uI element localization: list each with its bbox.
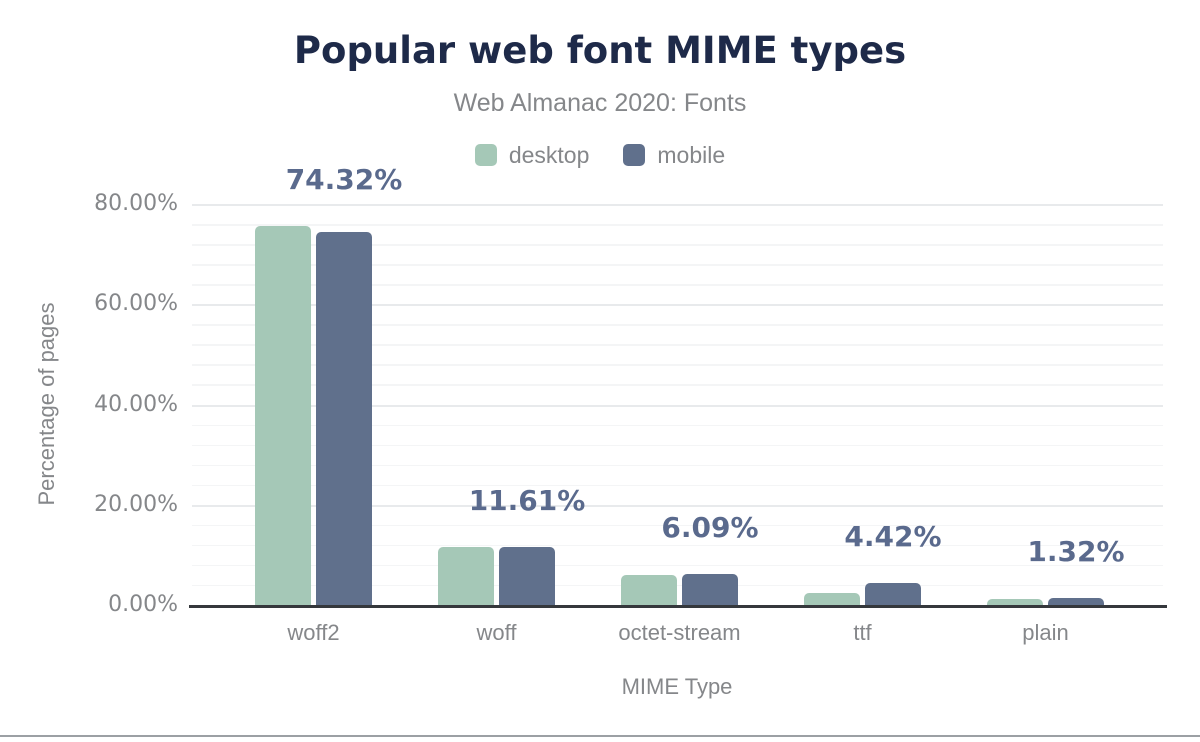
bar-desktop-octet-stream: [621, 575, 677, 605]
bar-mobile-plain: [1048, 598, 1104, 605]
gridline: [192, 504, 1163, 507]
bottom-divider: [0, 735, 1200, 737]
gridline: [192, 424, 1163, 427]
gridline: [192, 284, 1163, 286]
gridline: [192, 564, 1163, 567]
gridline: [192, 544, 1163, 547]
gridline: [192, 324, 1163, 326]
bar-mobile-ttf: [865, 582, 921, 605]
bar-desktop-woff: [438, 547, 494, 605]
gridline: [192, 404, 1163, 407]
legend-swatch-mobile-icon: [623, 144, 646, 166]
gridline: [192, 484, 1163, 487]
gridline: [192, 464, 1163, 467]
y-tick-label: 60.00%: [94, 291, 178, 317]
x-tick-label-octet-stream: octet-stream: [618, 620, 741, 645]
y-tick-label: 0.00%: [108, 592, 178, 617]
bar-mobile-octet-stream: [682, 574, 738, 605]
value-label-woff: 11.61%: [468, 483, 586, 517]
y-tick-label: 20.00%: [94, 491, 178, 517]
value-label-plain: 1.32%: [1027, 535, 1125, 569]
bar-mobile-woff2: [316, 232, 372, 605]
value-label-octet-stream: 6.09%: [661, 511, 759, 545]
chart-title: Popular web font MIME types: [293, 29, 907, 72]
x-tick-label-plain: plain: [1022, 620, 1069, 645]
y-tick-label: 80.00%: [94, 191, 178, 216]
gridline: [192, 524, 1163, 527]
chart-subtitle: Web Almanac 2020: Fonts: [453, 89, 747, 117]
gridline: [192, 444, 1163, 447]
y-tick-label: 40.00%: [94, 391, 178, 417]
x-tick-label-ttf: ttf: [853, 620, 872, 645]
bar-desktop-ttf: [804, 592, 860, 605]
gridline: [192, 264, 1163, 266]
gridline: [192, 344, 1163, 346]
y-axis-title: Percentage of pages: [34, 302, 59, 506]
gridline: [192, 244, 1163, 246]
x-tick-label-woff2: woff2: [287, 620, 340, 645]
value-label-ttf: 4.42%: [844, 519, 942, 553]
bar-desktop-plain: [987, 598, 1043, 605]
gridline: [192, 364, 1163, 366]
value-label-woff2: 74.32%: [285, 162, 403, 196]
gridline: [192, 584, 1163, 587]
bar-desktop-woff2: [255, 225, 311, 605]
bar-mobile-woff: [499, 546, 555, 605]
gridline: [192, 204, 1163, 206]
legend-item-mobile: mobile: [623, 143, 725, 167]
x-tick-label-woff: woff: [476, 620, 517, 645]
legend: desktop mobile: [0, 141, 1200, 169]
gridline: [192, 304, 1163, 307]
gridline: [192, 224, 1163, 226]
gridline: [192, 384, 1163, 386]
legend-label-desktop: desktop: [508, 142, 590, 168]
legend-swatch-desktop-icon: [474, 144, 497, 166]
legend-item-desktop: desktop: [474, 142, 590, 168]
x-axis-title: MIME Type: [621, 674, 733, 699]
x-axis-line: [189, 605, 1167, 608]
legend-label-mobile: mobile: [657, 142, 726, 168]
